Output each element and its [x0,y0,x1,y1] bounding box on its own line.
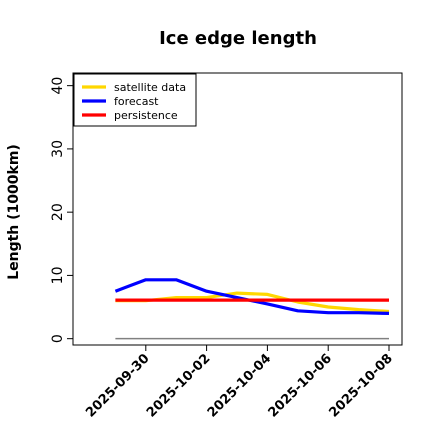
x-tick-label: 2025-10-02 [144,351,213,420]
x-tick-label: 2025-10-04 [205,351,274,420]
x-tick-label: 2025-10-08 [326,351,395,420]
chart-title: Ice edge length [159,28,317,49]
y-tick-label: 10 [50,267,66,285]
y-tick-label: 0 [50,334,66,343]
y-axis-label: Length (1000km) [6,144,22,280]
plot-area: 0102030402025-09-302025-10-022025-10-042… [50,77,396,421]
y-tick-label: 20 [50,203,66,221]
legend-label: satellite data [114,81,186,94]
legend-label: forecast [114,95,159,108]
x-tick-label: 2025-09-30 [83,351,152,420]
y-tick-label: 30 [50,140,66,158]
legend-label: persistence [114,109,178,122]
x-tick-label: 2025-10-06 [266,351,335,420]
y-tick-label: 40 [50,77,66,95]
plot-frame [72,72,403,346]
